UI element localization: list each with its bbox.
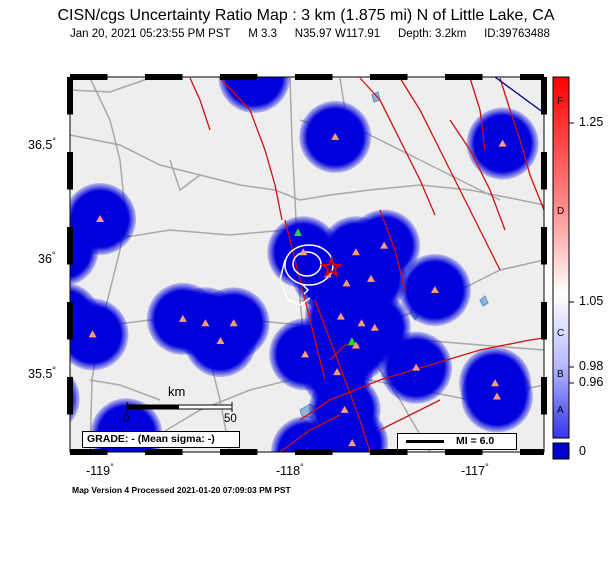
colorbar-tick-1-25: 1.25 (579, 115, 604, 129)
lon-label-117: -117° (461, 462, 489, 479)
mmi-legend-text: MI = 6.0 (456, 435, 495, 447)
station-triangle-icon (299, 248, 308, 256)
station-triangle-icon (201, 319, 210, 327)
epicenter-star-icon (320, 255, 343, 278)
state-border (494, 76, 545, 114)
event-location: N35.97 W117.91 (294, 28, 381, 40)
lat-label-36: 36° (38, 250, 56, 267)
station-triangle-icon (40, 395, 48, 402)
frame-tick (70, 449, 108, 455)
frame-tick (67, 77, 73, 115)
event-datetime: Jan 20, 2021 05:23:55 PM PST (70, 28, 231, 40)
map-subtitle: Jan 20, 2021 05:23:55 PM PST M 3.3 N35.9… (70, 28, 550, 40)
station-uncertainty-blob (70, 298, 129, 371)
frame-tick (370, 449, 408, 455)
station-triangle-icon (492, 392, 501, 400)
station-triangle-icon (370, 323, 379, 331)
frame-tick (541, 77, 547, 115)
epicenter-star (320, 255, 343, 278)
green-stations (294, 228, 356, 345)
mmi-contour-sample (406, 440, 444, 443)
station-triangle-icon (430, 286, 439, 294)
frame-tick (70, 74, 108, 80)
colorbar-tick-0: 0 (579, 444, 586, 458)
event-id: ID:39763488 (484, 28, 550, 40)
scale-min: 0 (123, 413, 130, 425)
station-uncertainty-blob (218, 77, 291, 113)
scale-unit: km (168, 384, 186, 399)
station-triangle-icon (301, 350, 310, 358)
station-triangle-icon (380, 241, 389, 249)
scale-bar (126, 402, 233, 412)
colorbar-tick-0-96: 0.96 (579, 375, 604, 389)
colorbar-letter-c: C (557, 328, 565, 339)
station-triangle-icon (333, 368, 342, 376)
frame-tick (295, 74, 333, 80)
station-triangle-icon (342, 279, 351, 287)
station-triangle-icon (229, 319, 238, 327)
station-triangle-icon (498, 139, 507, 147)
station-triangle-icon (331, 132, 340, 140)
station-triangle-icon (357, 319, 366, 327)
station-triangle-icon (178, 314, 187, 322)
frame-tick (145, 449, 183, 455)
colorbar-tick-1-05: 1.05 (579, 294, 604, 308)
colorbar-letter-d: D (557, 206, 565, 217)
station-triangle-icon (348, 439, 357, 447)
event-magnitude: M 3.3 (248, 28, 277, 40)
colorbar-tick-0-98: 0.98 (579, 359, 604, 373)
frame-tick (145, 74, 183, 80)
frame-ticks (67, 74, 547, 455)
frame-tick (220, 449, 258, 455)
frame-tick (295, 449, 333, 455)
grade-box: GRADE: - (Mean sigma: -) (82, 431, 240, 448)
station-triangle-icon (412, 363, 421, 371)
frame-tick (541, 227, 547, 265)
mmi-legend: MI = 6.0 (397, 433, 517, 450)
frame-tick (520, 449, 544, 455)
station-triangle-icon (366, 274, 375, 282)
station-triangle-icon (58, 246, 66, 253)
colorbar-letter-f: F (557, 96, 564, 107)
frame-tick (67, 227, 73, 265)
lon-label-119: -119° (86, 462, 114, 479)
frame-tick (520, 74, 544, 80)
station-triangle-icon (340, 405, 349, 413)
station-triangle-icon (88, 330, 97, 338)
lat-label-35-5: 35.5° (28, 365, 56, 382)
epicenter-highlight (301, 283, 310, 295)
frame-tick (67, 152, 73, 190)
frame-tick (541, 377, 547, 415)
station-triangle-icon (351, 248, 360, 256)
station-triangle-icon (491, 379, 500, 387)
frame-tick (541, 152, 547, 190)
lon-label-118: -118° (276, 462, 304, 479)
map-title: CISN/cgs Uncertainty Ratio Map : 3 km (1… (57, 7, 555, 24)
frame-tick (445, 74, 483, 80)
station-uncertainty-blob (70, 183, 137, 256)
frame-tick (67, 302, 73, 340)
frame-tick (370, 74, 408, 80)
scale-max: 50 (224, 413, 237, 425)
station-triangle-icon (336, 312, 345, 320)
faults (189, 77, 544, 452)
station-triangle-icon (96, 215, 105, 223)
frame-tick (220, 74, 258, 80)
station-triangle-icon (216, 337, 225, 345)
colorbar-letter-b: B (557, 369, 564, 380)
frame-tick (67, 377, 73, 415)
colorbar-letter-a: A (557, 405, 564, 416)
lat-label-36-5: 36.5° (28, 136, 56, 153)
frame-tick (445, 449, 483, 455)
frame-tick (541, 302, 547, 340)
map-version-footer: Map Version 4 Processed 2021-01-20 07:09… (72, 485, 291, 495)
event-depth: Depth: 3.2km (397, 28, 467, 40)
colorbar (552, 76, 574, 460)
